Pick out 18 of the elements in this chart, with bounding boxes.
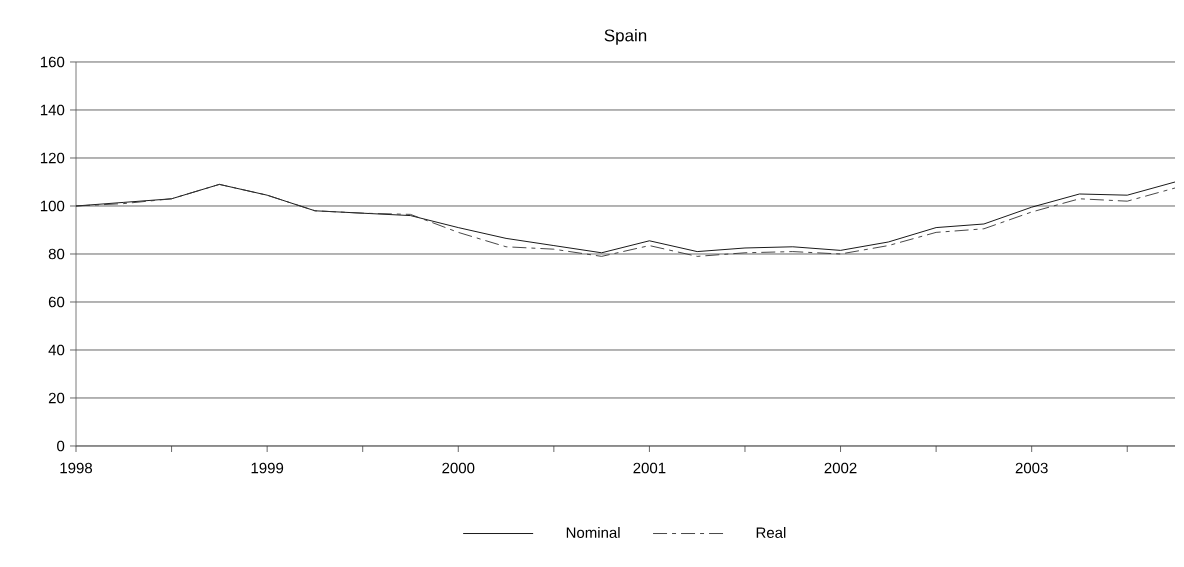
x-tick-label: 1999 <box>251 462 284 474</box>
x-tick-label: 1998 <box>60 462 93 474</box>
x-tick-label: 2001 <box>633 462 666 474</box>
legend-label: Real <box>756 526 786 538</box>
y-tick-label: 160 <box>40 56 65 68</box>
y-tick-label: 100 <box>40 200 65 212</box>
legend-label: Nominal <box>566 526 620 538</box>
y-tick-label: 140 <box>40 104 65 116</box>
y-tick-label: 20 <box>48 392 65 404</box>
x-tick-label: 2002 <box>824 462 857 474</box>
chart-title: Spain <box>604 28 647 45</box>
y-tick-label: 120 <box>40 152 65 164</box>
y-tick-label: 40 <box>48 344 65 356</box>
y-tick-label: 80 <box>48 248 65 260</box>
x-tick-label: 2000 <box>442 462 475 474</box>
y-tick-label: 60 <box>48 296 65 308</box>
x-tick-label: 2003 <box>1015 462 1048 474</box>
y-tick-label: 0 <box>57 440 65 452</box>
